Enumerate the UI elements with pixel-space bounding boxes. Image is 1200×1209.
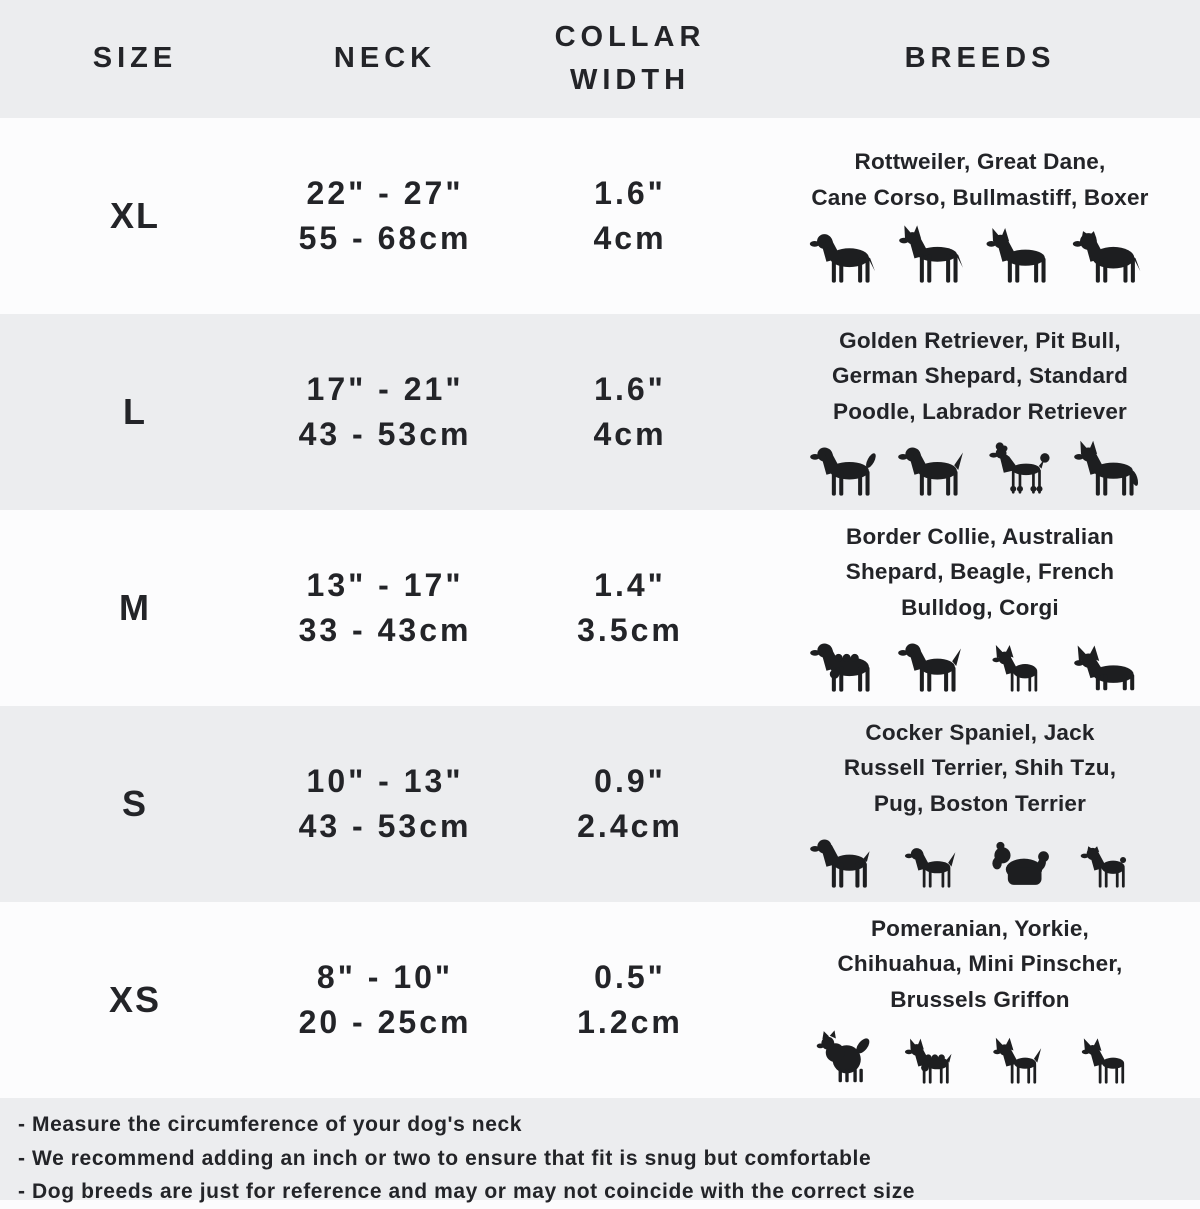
border-collie-icon bbox=[806, 631, 890, 697]
collar-width-measurement: 1.4" 3.5cm bbox=[500, 563, 760, 654]
neck-inches: 10" - 13" bbox=[306, 762, 464, 799]
neck-measurement: 13" - 17" 33 - 43cm bbox=[270, 563, 500, 654]
collar-width-measurement: 0.5" 1.2cm bbox=[500, 955, 760, 1046]
width-cm: 4cm bbox=[593, 416, 667, 452]
breeds-cell: Golden Retriever, Pit Bull, German Shepa… bbox=[760, 323, 1200, 502]
labrador-retriever-icon bbox=[894, 435, 978, 501]
breeds-cell: Rottweiler, Great Dane, Cane Corso, Bull… bbox=[760, 144, 1200, 287]
size-row-m: M 13" - 17" 33 - 43cm 1.4" 3.5cm Border … bbox=[0, 510, 1200, 706]
shih-tzu-icon bbox=[982, 827, 1066, 893]
bullmastiff-icon bbox=[1070, 222, 1154, 288]
standard-poodle-icon bbox=[982, 435, 1066, 501]
rottweiler-icon bbox=[806, 222, 890, 288]
neck-inches: 22" - 27" bbox=[306, 174, 464, 211]
breed-icons bbox=[806, 631, 1154, 697]
breed-icons bbox=[806, 222, 1154, 288]
header-collar-width: COLLAR WIDTH bbox=[554, 20, 706, 97]
breeds-text: Cocker Spaniel, Jack Russell Terrier, Sh… bbox=[843, 719, 1117, 816]
breeds-cell: Pomeranian, Yorkie, Chihuahua, Mini Pins… bbox=[760, 911, 1200, 1090]
corgi-icon bbox=[1070, 631, 1154, 697]
size-label: XS bbox=[108, 979, 162, 1020]
jack-russell-icon bbox=[894, 827, 978, 893]
width-inches: 0.9" bbox=[594, 762, 666, 799]
breeds-text: Border Collie, Australian Shepard, Beagl… bbox=[845, 523, 1115, 620]
size-row-xl: XL 22" - 27" 55 - 68cm 1.6" 4cm Rottweil… bbox=[0, 118, 1200, 314]
size-label: S bbox=[121, 783, 148, 824]
breeds-cell: Cocker Spaniel, Jack Russell Terrier, Sh… bbox=[760, 715, 1200, 894]
pug-icon bbox=[1070, 827, 1154, 893]
german-shepherd-icon bbox=[1070, 435, 1154, 501]
neck-measurement: 10" - 13" 43 - 53cm bbox=[270, 759, 500, 850]
width-cm: 3.5cm bbox=[577, 612, 683, 648]
breed-icons bbox=[806, 827, 1154, 893]
width-inches: 0.5" bbox=[594, 958, 666, 995]
note-recommend: - We recommend adding an inch or two to … bbox=[18, 1146, 872, 1170]
collar-width-measurement: 1.6" 4cm bbox=[500, 367, 760, 458]
footer-notes: - Measure the circumference of your dog'… bbox=[0, 1098, 1200, 1203]
yorkie-icon bbox=[894, 1023, 978, 1089]
size-row-s: S 10" - 13" 43 - 53cm 0.9" 2.4cm Cocker … bbox=[0, 706, 1200, 902]
pomeranian-icon bbox=[806, 1023, 890, 1089]
size-label: L bbox=[123, 391, 147, 432]
collar-width-measurement: 0.9" 2.4cm bbox=[500, 759, 760, 850]
great-dane-icon bbox=[894, 222, 978, 288]
breed-icons bbox=[806, 435, 1154, 501]
beagle-icon bbox=[894, 631, 978, 697]
neck-measurement: 22" - 27" 55 - 68cm bbox=[270, 171, 500, 262]
neck-measurement: 17" - 21" 43 - 53cm bbox=[270, 367, 500, 458]
width-cm: 1.2cm bbox=[577, 1004, 683, 1040]
cane-corso-icon bbox=[982, 222, 1066, 288]
chihuahua-icon bbox=[982, 1023, 1066, 1089]
size-label: M bbox=[119, 587, 151, 628]
mini-pinscher-icon bbox=[1070, 1023, 1154, 1089]
neck-cm: 20 - 25cm bbox=[298, 1004, 472, 1040]
neck-inches: 8" - 10" bbox=[316, 958, 454, 995]
header-neck: NECK bbox=[333, 42, 437, 75]
breeds-text: Rottweiler, Great Dane, Cane Corso, Bull… bbox=[811, 149, 1149, 210]
breeds-text: Pomeranian, Yorkie, Chihuahua, Mini Pins… bbox=[837, 915, 1123, 1012]
note-reference: - Dog breeds are just for reference and … bbox=[18, 1180, 916, 1204]
width-inches: 1.6" bbox=[594, 370, 666, 407]
french-bulldog-icon bbox=[982, 631, 1066, 697]
breeds-text: Golden Retriever, Pit Bull, German Shepa… bbox=[831, 327, 1129, 424]
cocker-spaniel-icon bbox=[806, 827, 890, 893]
breed-icons bbox=[806, 1023, 1154, 1089]
width-cm: 4cm bbox=[593, 220, 667, 256]
header-breeds: BREEDS bbox=[904, 42, 1056, 75]
neck-inches: 17" - 21" bbox=[306, 370, 464, 407]
neck-cm: 33 - 43cm bbox=[298, 612, 472, 648]
size-row-xs: XS 8" - 10" 20 - 25cm 0.5" 1.2cm Pomeran… bbox=[0, 902, 1200, 1098]
golden-retriever-icon bbox=[806, 435, 890, 501]
width-inches: 1.4" bbox=[594, 566, 666, 603]
neck-cm: 43 - 53cm bbox=[298, 416, 472, 452]
size-row-l: L 17" - 21" 43 - 53cm 1.6" 4cm Golden Re… bbox=[0, 314, 1200, 510]
width-inches: 1.6" bbox=[594, 174, 666, 211]
header-size: SIZE bbox=[92, 42, 178, 75]
neck-measurement: 8" - 10" 20 - 25cm bbox=[270, 955, 500, 1046]
neck-cm: 55 - 68cm bbox=[298, 220, 472, 256]
width-cm: 2.4cm bbox=[577, 808, 683, 844]
neck-inches: 13" - 17" bbox=[306, 566, 464, 603]
table-header-row: SIZE NECK COLLAR WIDTH BREEDS bbox=[0, 0, 1200, 118]
breeds-cell: Border Collie, Australian Shepard, Beagl… bbox=[760, 519, 1200, 698]
collar-width-measurement: 1.6" 4cm bbox=[500, 171, 760, 262]
neck-cm: 43 - 53cm bbox=[298, 808, 472, 844]
size-label: XL bbox=[109, 195, 160, 236]
note-measure: - Measure the circumference of your dog'… bbox=[18, 1113, 523, 1136]
